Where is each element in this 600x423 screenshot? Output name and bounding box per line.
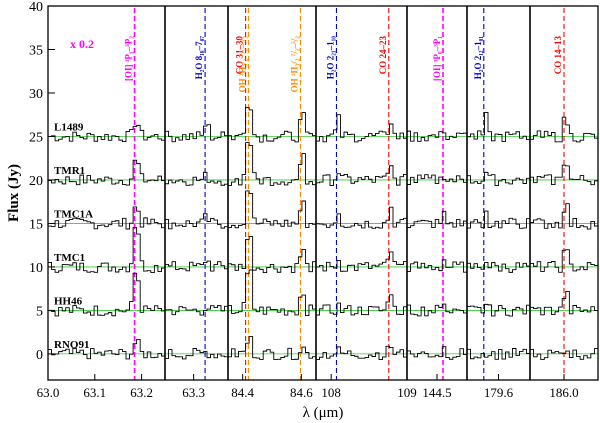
line-label-p5-0: H₂O 2₁₂–1₀₁ <box>473 36 483 80</box>
x-tick-label-p3-1: 109 <box>397 385 417 400</box>
spectrum-tmc1a-p3 <box>316 206 408 229</box>
spectrum-hh46-p5 <box>467 303 531 317</box>
spectrum-tmc1-p3 <box>316 251 408 273</box>
x-tick-label-p6-0: 186.0 <box>549 385 578 400</box>
spectra-layer <box>48 8 599 380</box>
plot-frame <box>47 5 599 381</box>
spectrum-hh46-p3 <box>316 294 408 316</box>
y-tick-label-4: 20 <box>29 174 43 189</box>
spectrum-l1489-p2 <box>228 107 317 143</box>
spectrum-tmr1-p0 <box>48 159 166 186</box>
spectrum-tmr1-p4 <box>407 174 468 185</box>
y-tick-label-0: 0 <box>36 348 43 363</box>
text-layer: [OI] ³P₁–³P₂ 63.0 63.1 63.2 H₂O 8₁₈–7₀₇ 63.3 C… <box>6 0 579 421</box>
source-label-tmr1: TMR1 <box>54 165 85 177</box>
source-label-hh46: HH46 <box>54 295 83 307</box>
line-label-p1-0: H₂O 8₁₈–7₀₇ <box>194 36 204 80</box>
line-label-p2-0: CO 31–30 <box>235 36 245 75</box>
spectrum-tmr1-p3 <box>316 165 408 187</box>
y-tick-label-6: 30 <box>29 87 43 102</box>
spectrum-l1489-p3 <box>316 114 408 143</box>
spectrum-tmc1-p1 <box>165 260 229 272</box>
spectrum-tmc1a-p2 <box>228 190 317 229</box>
line-label-p4-0: [OI] ³P₀–³P₁ <box>432 36 442 81</box>
x-tick-label-p4-0: 144.5 <box>422 385 451 400</box>
y-tick-label-5: 25 <box>29 130 43 145</box>
y-tick-label-1: 5 <box>36 304 43 319</box>
spectrum-l1489-p0 <box>48 124 166 143</box>
spectrum-tmc1-p6 <box>530 249 599 273</box>
spectrum-rno91-p5 <box>467 348 531 360</box>
x-tick-label-p2-1: 84.6 <box>290 385 313 400</box>
source-label-rno91: RNO91 <box>54 339 89 351</box>
frame-layer <box>47 5 599 381</box>
spectrum-tmc1a-p1 <box>165 213 229 230</box>
spectrum-hh46-p1 <box>165 305 229 316</box>
spectrum-tmc1a-p0 <box>48 206 166 230</box>
spectrum-tmr1-p1 <box>165 171 229 186</box>
spectrum-rno91-p6 <box>530 348 599 360</box>
spectrum-hh46-p0 <box>48 272 166 317</box>
spectrum-l1489-p6 <box>530 116 599 143</box>
x-tick-label-p3-0: 108 <box>321 385 341 400</box>
spectrum-hh46-p2 <box>228 269 317 317</box>
spectrum-tmc1-p4 <box>407 259 468 273</box>
spectrum-tmr1-p2 <box>228 142 317 186</box>
source-label-tmc1: TMC1 <box>54 252 85 264</box>
line-label-p3-1: CO 24–23 <box>378 36 388 75</box>
x-tick-label-p2-0: 84.4 <box>231 385 254 400</box>
spectrum-tmc1a-p5 <box>467 210 531 229</box>
spectrum-rno91-p4 <box>407 346 468 360</box>
spectrum-hh46-p6 <box>530 290 599 316</box>
spectrum-tmc1-p0 <box>48 227 166 274</box>
y-tick-label-8: 40 <box>29 0 43 15</box>
spectrum-hh46-p4 <box>407 303 468 317</box>
spectrum-tmc1-p5 <box>467 262 531 273</box>
spectrum-tmc1a-p4 <box>407 210 468 229</box>
x-axis-title: λ (μm) <box>303 405 344 421</box>
spectrum-tmr1-p6 <box>530 164 599 186</box>
y-tick-label-7: 35 <box>29 43 43 58</box>
spectrum-rno91-p2 <box>228 336 317 360</box>
spectrum-tmc1-p2 <box>228 236 317 274</box>
spectrum-tmr1-p5 <box>467 171 531 186</box>
spectrum-tmc1a-p6 <box>530 203 599 230</box>
spectrum-l1489-p1 <box>165 124 229 143</box>
spectrum-rno91-p0 <box>48 339 166 360</box>
line-label-p6-0: CO 14–13 <box>553 36 563 75</box>
line-label-p2-2: OH ²Π₃/₂ ⁷/₂–⁵/₂ <box>289 36 299 93</box>
x-tick-label-p0-2: 63.2 <box>130 385 153 400</box>
scale-note: x 0.2 <box>70 37 94 51</box>
spectrum-rno91-p3 <box>316 345 408 360</box>
line-label-p3-0: H₂O 2₂₁–1₁₀ <box>325 36 335 80</box>
spectrum-l1489-p5 <box>467 112 531 142</box>
x-tick-label-p5-0: 179.6 <box>484 385 514 400</box>
x-tick-label-p0-1: 63.1 <box>83 385 106 400</box>
line-label-p2-1: OH ²Π₃/₂ ⁷/₂–⁵/₂ <box>238 36 248 93</box>
source-label-l1489: L1489 <box>54 121 84 133</box>
spectrum-rno91-p1 <box>165 348 229 360</box>
source-label-tmc1a: TMC1A <box>54 208 93 220</box>
x-tick-label-p0-0: 63.0 <box>37 385 60 400</box>
line-label-p0-0: [OI] ³P₁–³P₂ <box>124 36 134 81</box>
spectrum-l1489-p4 <box>407 130 468 142</box>
y-tick-label-3: 15 <box>29 217 43 232</box>
y-axis-title: Flux (Jy) <box>6 164 22 222</box>
x-tick-label-p1-0: 63.3 <box>182 385 205 400</box>
y-tick-label-2: 10 <box>29 261 43 276</box>
